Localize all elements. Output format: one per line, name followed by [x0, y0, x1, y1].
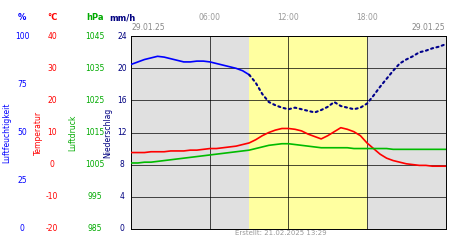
- Text: Niederschlag: Niederschlag: [104, 108, 112, 158]
- Text: 29.01.25: 29.01.25: [412, 24, 446, 32]
- Text: 06:00: 06:00: [199, 14, 221, 22]
- Text: -10: -10: [46, 192, 58, 201]
- Text: 0: 0: [120, 224, 125, 233]
- Bar: [249, 36, 367, 229]
- Text: 29.01.25: 29.01.25: [131, 24, 165, 32]
- Text: -20: -20: [46, 224, 58, 233]
- Text: 1015: 1015: [86, 128, 104, 137]
- Text: 20: 20: [117, 64, 127, 73]
- Text: 24: 24: [117, 32, 127, 41]
- Text: 0: 0: [50, 160, 54, 169]
- Text: 4: 4: [120, 192, 125, 201]
- Text: 1005: 1005: [86, 160, 105, 169]
- Text: 50: 50: [17, 128, 27, 137]
- Text: 985: 985: [88, 224, 102, 233]
- Text: 12: 12: [117, 128, 127, 137]
- Text: 30: 30: [47, 64, 57, 73]
- Text: 10: 10: [47, 128, 57, 137]
- Text: 20: 20: [47, 96, 57, 105]
- Text: Erstellt: 21.02.2025 13:29: Erstellt: 21.02.2025 13:29: [235, 230, 327, 236]
- Text: 1045: 1045: [86, 32, 105, 41]
- Text: Luftdruck: Luftdruck: [68, 114, 77, 151]
- Text: 1035: 1035: [86, 64, 105, 73]
- Bar: [367, 36, 446, 229]
- Text: Temperatur: Temperatur: [33, 110, 42, 154]
- Text: 40: 40: [47, 32, 57, 41]
- Text: 1025: 1025: [86, 96, 104, 105]
- Text: 75: 75: [17, 80, 27, 89]
- Text: %: %: [18, 14, 26, 22]
- Text: hPa: hPa: [86, 14, 104, 22]
- Text: 995: 995: [88, 192, 102, 201]
- Bar: [131, 36, 249, 229]
- Text: 25: 25: [17, 176, 27, 185]
- Text: 18:00: 18:00: [356, 14, 378, 22]
- Text: 12:00: 12:00: [278, 14, 299, 22]
- Text: mm/h: mm/h: [109, 14, 135, 22]
- Text: 0: 0: [19, 224, 24, 233]
- Text: 16: 16: [117, 96, 127, 105]
- Text: 100: 100: [15, 32, 29, 41]
- Text: °C: °C: [47, 14, 57, 22]
- Text: 8: 8: [120, 160, 124, 169]
- Text: Luftfeuchtigkeit: Luftfeuchtigkeit: [3, 102, 12, 163]
